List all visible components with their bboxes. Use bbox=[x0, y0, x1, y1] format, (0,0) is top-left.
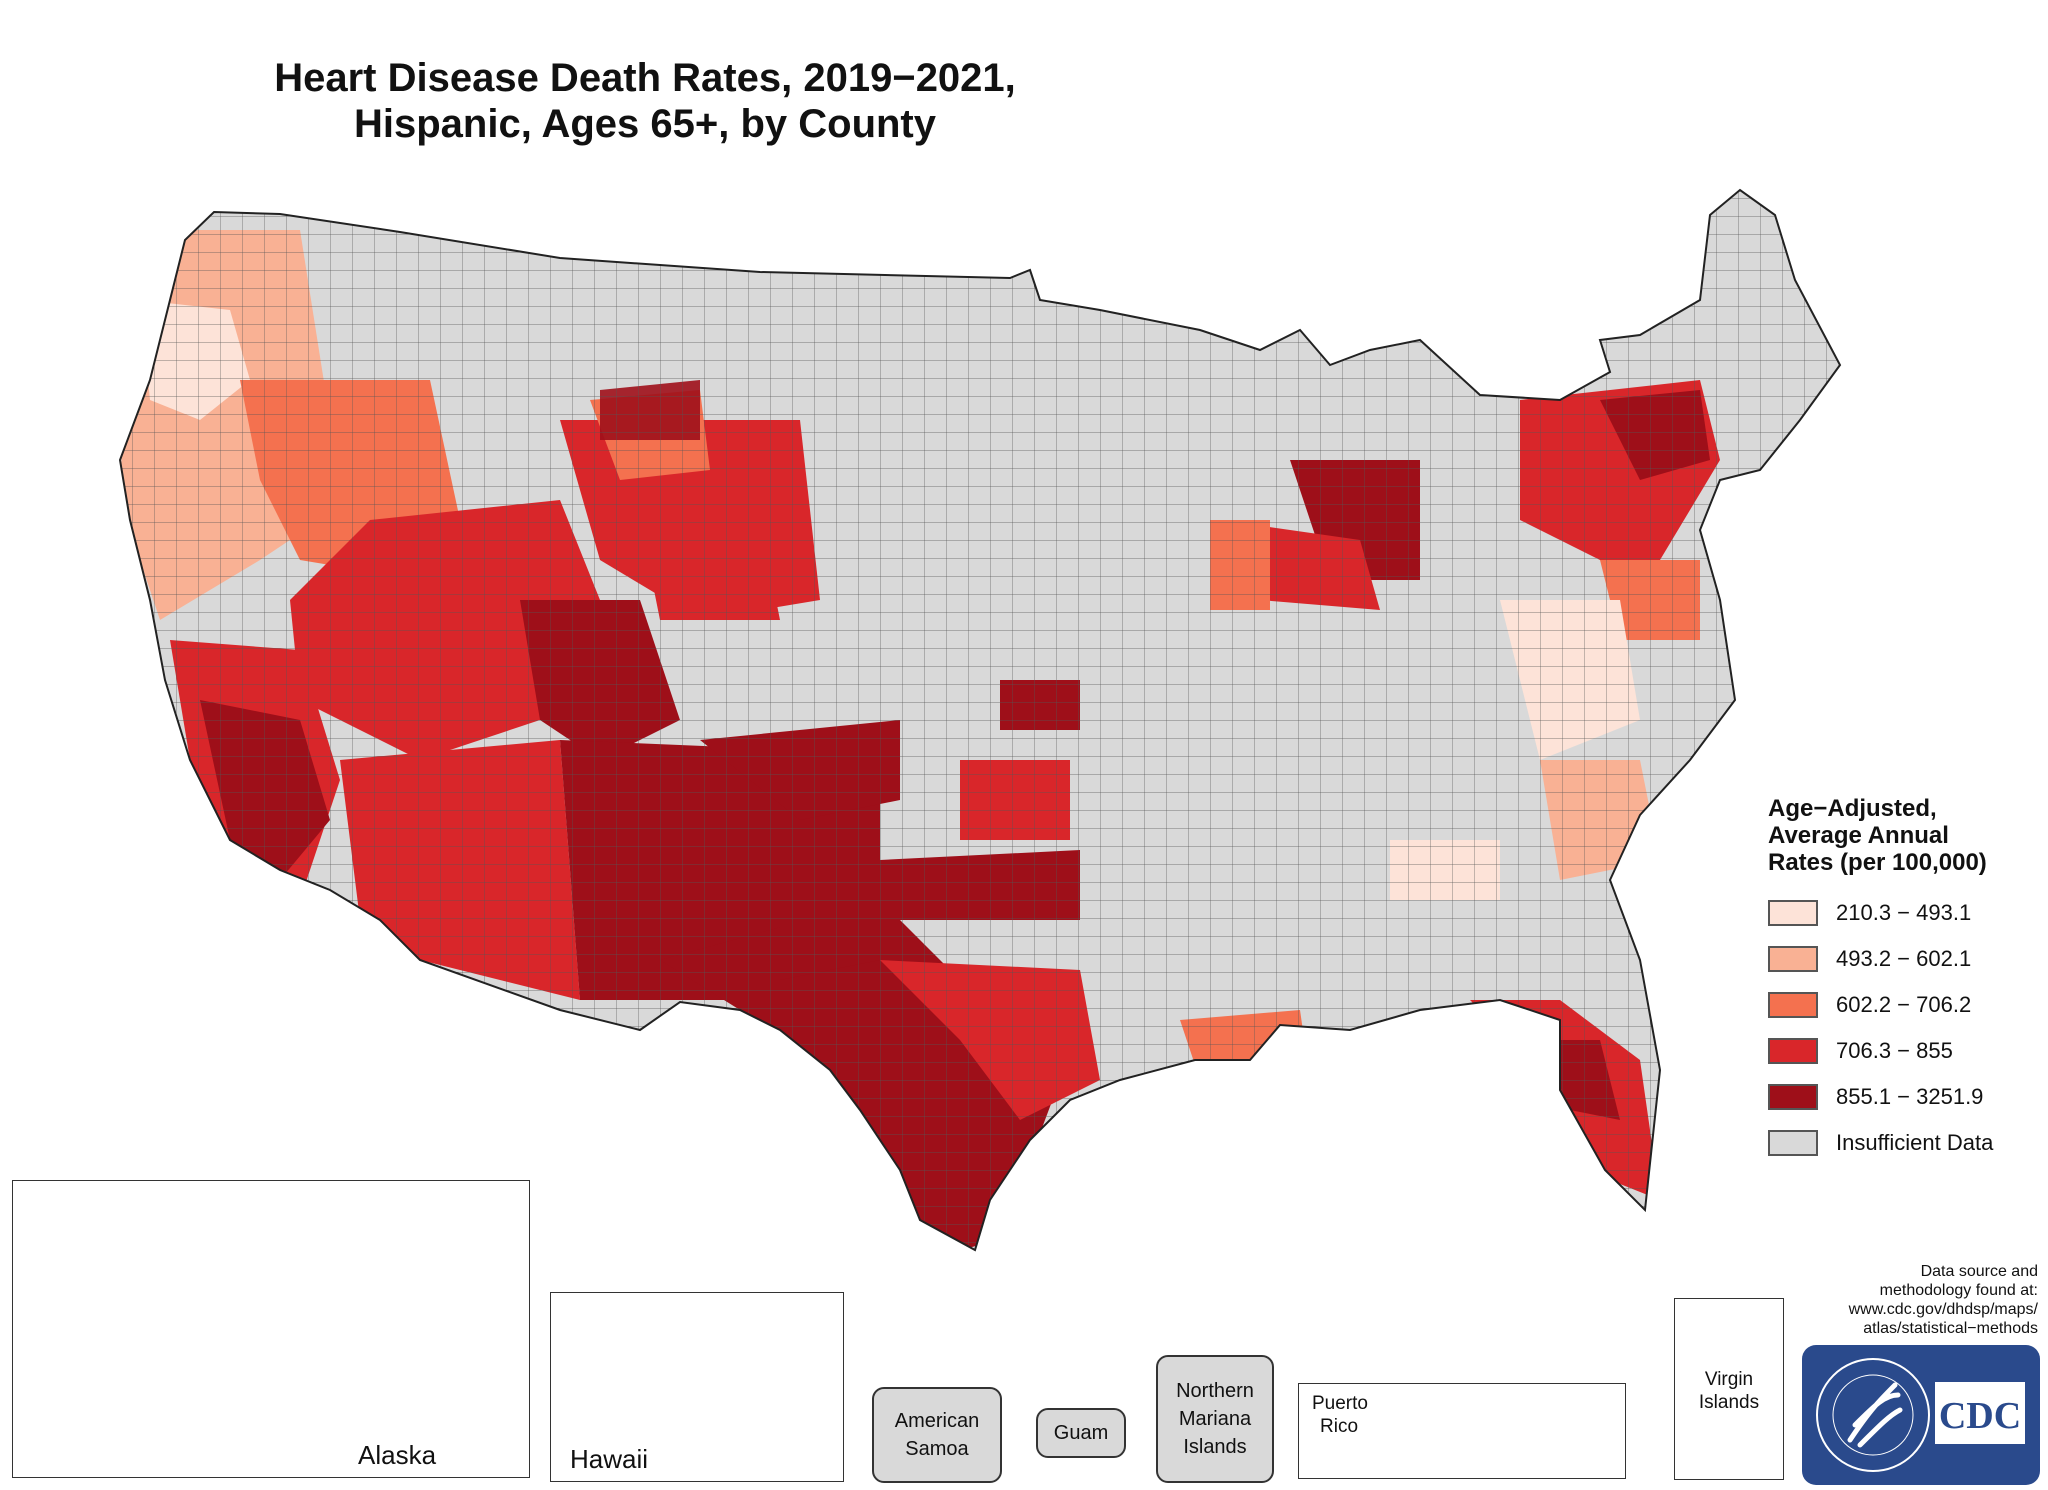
legend-title-1: Age−Adjusted, bbox=[1768, 795, 1937, 822]
legend-title-3: Rates (per 100,000) bbox=[1768, 849, 1987, 876]
legend-label: 602.2 − 706.2 bbox=[1836, 992, 1972, 1017]
american-samoa-label-1: American bbox=[894, 1410, 980, 1432]
virgin-islands-label: Virgin Islands bbox=[1674, 1368, 1784, 1414]
puerto-rico-label: Puerto Rico bbox=[1312, 1392, 1368, 1438]
puerto-rico-label-2: Rico bbox=[1320, 1416, 1359, 1437]
cdc-box bbox=[1935, 1382, 2025, 1444]
guam-label: Guam bbox=[1053, 1422, 1109, 1444]
virgin-islands-label-1: Virgin bbox=[1704, 1369, 1754, 1390]
legend-swatch bbox=[1768, 900, 1818, 926]
virgin-islands-label-2: Islands bbox=[1698, 1392, 1760, 1413]
contiguous-us bbox=[120, 190, 1840, 1250]
hhs-eagle-icon bbox=[1816, 1358, 1930, 1472]
us-outline bbox=[118, 188, 1842, 1252]
source-line-2: methodology found at: bbox=[1879, 1282, 2038, 1299]
legend-swatch bbox=[1768, 1038, 1818, 1064]
map-title: Heart Disease Death Rates, 2019−2021, Hi… bbox=[0, 55, 1290, 147]
puerto-rico-inset bbox=[1298, 1383, 1626, 1479]
source-link[interactable]: www.cdc.gov/dhdsp/maps/ bbox=[1848, 1301, 2038, 1318]
title-line-2: Hispanic, Ages 65+, by County bbox=[353, 102, 936, 146]
american-samoa-box: American Samoa bbox=[872, 1387, 1002, 1483]
alaska-inset bbox=[12, 1180, 530, 1478]
hawaii-inset bbox=[550, 1292, 844, 1482]
legend-item: Insufficient Data bbox=[1768, 1120, 2038, 1166]
legend-swatch bbox=[1768, 1084, 1818, 1110]
legend-label: Insufficient Data bbox=[1836, 1130, 1994, 1155]
source-link-2[interactable]: atlas/statistical−methods bbox=[1863, 1320, 2038, 1337]
legend-label: 706.3 − 855 bbox=[1836, 1038, 1953, 1063]
guam-box: Guam bbox=[1036, 1408, 1126, 1458]
source-line-1: Data source and bbox=[1920, 1263, 2038, 1280]
legend-item: 602.2 − 706.2 bbox=[1768, 982, 2038, 1028]
alaska-label: Alaska bbox=[358, 1440, 437, 1470]
legend-title: Age−Adjusted, Average Annual Rates (per … bbox=[1768, 795, 2038, 876]
cdc-logo-text: CDC bbox=[1939, 1395, 2021, 1437]
legend-swatch bbox=[1768, 946, 1818, 972]
data-source-note: Data source and methodology found at: ww… bbox=[1738, 1262, 2038, 1338]
northern-mariana-label-2: Mariana bbox=[1178, 1408, 1252, 1430]
legend-swatch bbox=[1768, 1130, 1818, 1156]
legend-item: 855.1 − 3251.9 bbox=[1768, 1074, 2038, 1120]
legend-item: 706.3 − 855 bbox=[1768, 1028, 2038, 1074]
legend-label: 855.1 − 3251.9 bbox=[1836, 1084, 1984, 1109]
hawaii-label: Hawaii bbox=[570, 1444, 649, 1474]
northern-mariana-label-1: Northern bbox=[1176, 1380, 1254, 1402]
legend: Age−Adjusted, Average Annual Rates (per … bbox=[1768, 795, 2038, 1166]
northern-mariana-box: Northern Mariana Islands bbox=[1156, 1355, 1274, 1483]
legend-title-2: Average Annual bbox=[1768, 822, 1949, 849]
title-line-1: Heart Disease Death Rates, 2019−2021, bbox=[274, 56, 1016, 100]
legend-swatch bbox=[1768, 992, 1818, 1018]
legend-label: 210.3 − 493.1 bbox=[1836, 900, 1972, 925]
puerto-rico-label-1: Puerto bbox=[1312, 1393, 1368, 1414]
american-samoa-label-2: Samoa bbox=[905, 1438, 969, 1460]
legend-item: 210.3 − 493.1 bbox=[1768, 890, 2038, 936]
legend-item: 493.2 − 602.1 bbox=[1768, 936, 2038, 982]
virgin-islands-inset bbox=[1674, 1298, 1784, 1480]
legend-label: 493.2 − 602.1 bbox=[1836, 946, 1972, 971]
northern-mariana-label-3: Islands bbox=[1183, 1436, 1247, 1458]
